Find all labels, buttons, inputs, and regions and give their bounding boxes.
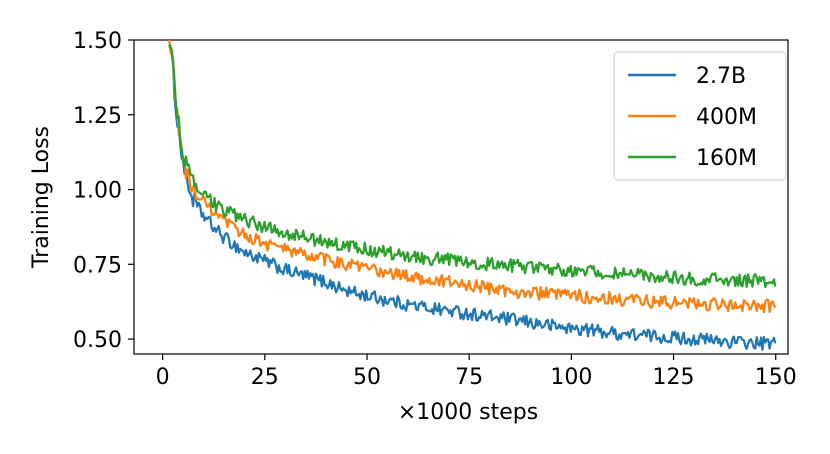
x-tick-label: 150	[755, 365, 797, 390]
legend-label-400m: 400M	[696, 105, 757, 130]
series-layer	[168, 40, 777, 351]
x-axis-label: ×1000 steps	[398, 400, 538, 425]
series-line-160m	[168, 43, 777, 289]
plot-frame	[133, 39, 789, 355]
legend-label-2-7b: 2.7B	[696, 64, 746, 89]
x-tick-label: 0	[156, 365, 170, 390]
y-tick-label: 1.25	[73, 104, 122, 129]
x-tick-label: 50	[353, 365, 381, 390]
x-tick-label: 75	[455, 365, 483, 390]
x-tick-label: 25	[251, 365, 279, 390]
legend-label-160m: 160M	[696, 146, 757, 171]
x-ticks: 0 25 50 75 100 125 150	[156, 354, 797, 390]
y-tick-label: 0.50	[73, 328, 122, 353]
y-tick-label: 0.75	[73, 253, 122, 278]
y-ticks: 0.50 0.75 1.00 1.25 1.50	[73, 29, 134, 353]
series-line-2-7b	[168, 45, 777, 351]
y-tick-label: 1.50	[73, 29, 122, 54]
y-tick-label: 1.00	[73, 179, 122, 204]
legend: 2.7B 400M 160M	[613, 51, 787, 181]
x-tick-label: 100	[550, 365, 592, 390]
legend-box	[613, 51, 787, 181]
plot-area: 0 25 50 75 100 125 150 0.50 0.75 1.00 1.25 1.50	[73, 29, 797, 390]
x-tick-label: 125	[653, 365, 695, 390]
y-axis-label: Training Loss	[29, 126, 54, 269]
series-line-400m	[168, 40, 777, 314]
